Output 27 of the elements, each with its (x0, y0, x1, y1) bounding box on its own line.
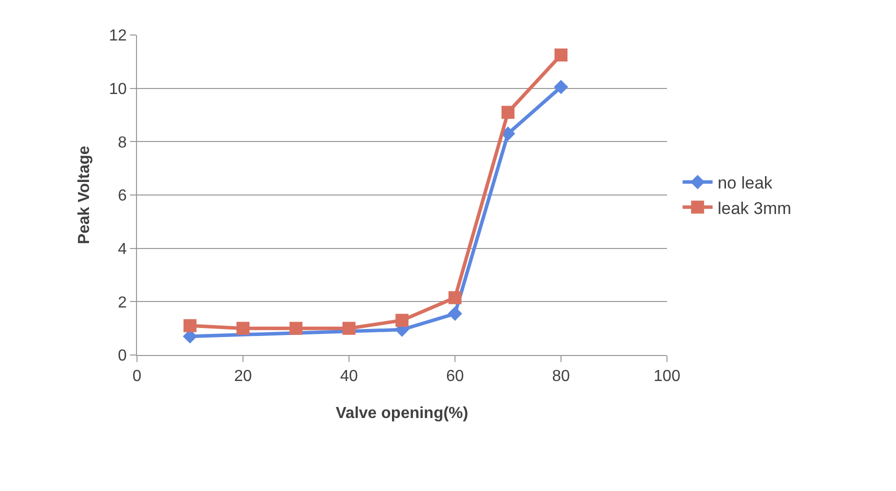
point (448, 291, 462, 304)
point (502, 106, 514, 119)
point (396, 314, 408, 327)
point (236, 322, 250, 335)
x-tick-label: 100 (654, 368, 680, 386)
x-tick-label: 20 (234, 368, 252, 386)
point (342, 322, 356, 335)
y-tick-label: 8 (118, 134, 127, 152)
y-tick-label: 10 (109, 80, 127, 98)
y-tick-label: 6 (118, 188, 127, 205)
y-tick-label: 4 (118, 240, 127, 258)
point (554, 80, 568, 94)
x-tick-label: 60 (446, 368, 464, 386)
y-tick-label: 2 (118, 294, 127, 312)
x-axis-title: Valve opening(%) (336, 404, 468, 422)
y-axis-title: Peak Voltage (76, 146, 93, 244)
point (448, 306, 462, 321)
point (184, 319, 196, 332)
x-tick-label: 40 (340, 368, 358, 386)
legend-label: no leak (718, 174, 773, 193)
legend-label: leak 3mm (718, 198, 792, 218)
point (554, 48, 568, 62)
point (290, 322, 302, 335)
y-tick-label: 12 (109, 28, 127, 45)
x-tick-label: 0 (132, 368, 142, 386)
y-tick-label: 0 (118, 348, 127, 365)
x-tick-label: 80 (552, 368, 570, 386)
